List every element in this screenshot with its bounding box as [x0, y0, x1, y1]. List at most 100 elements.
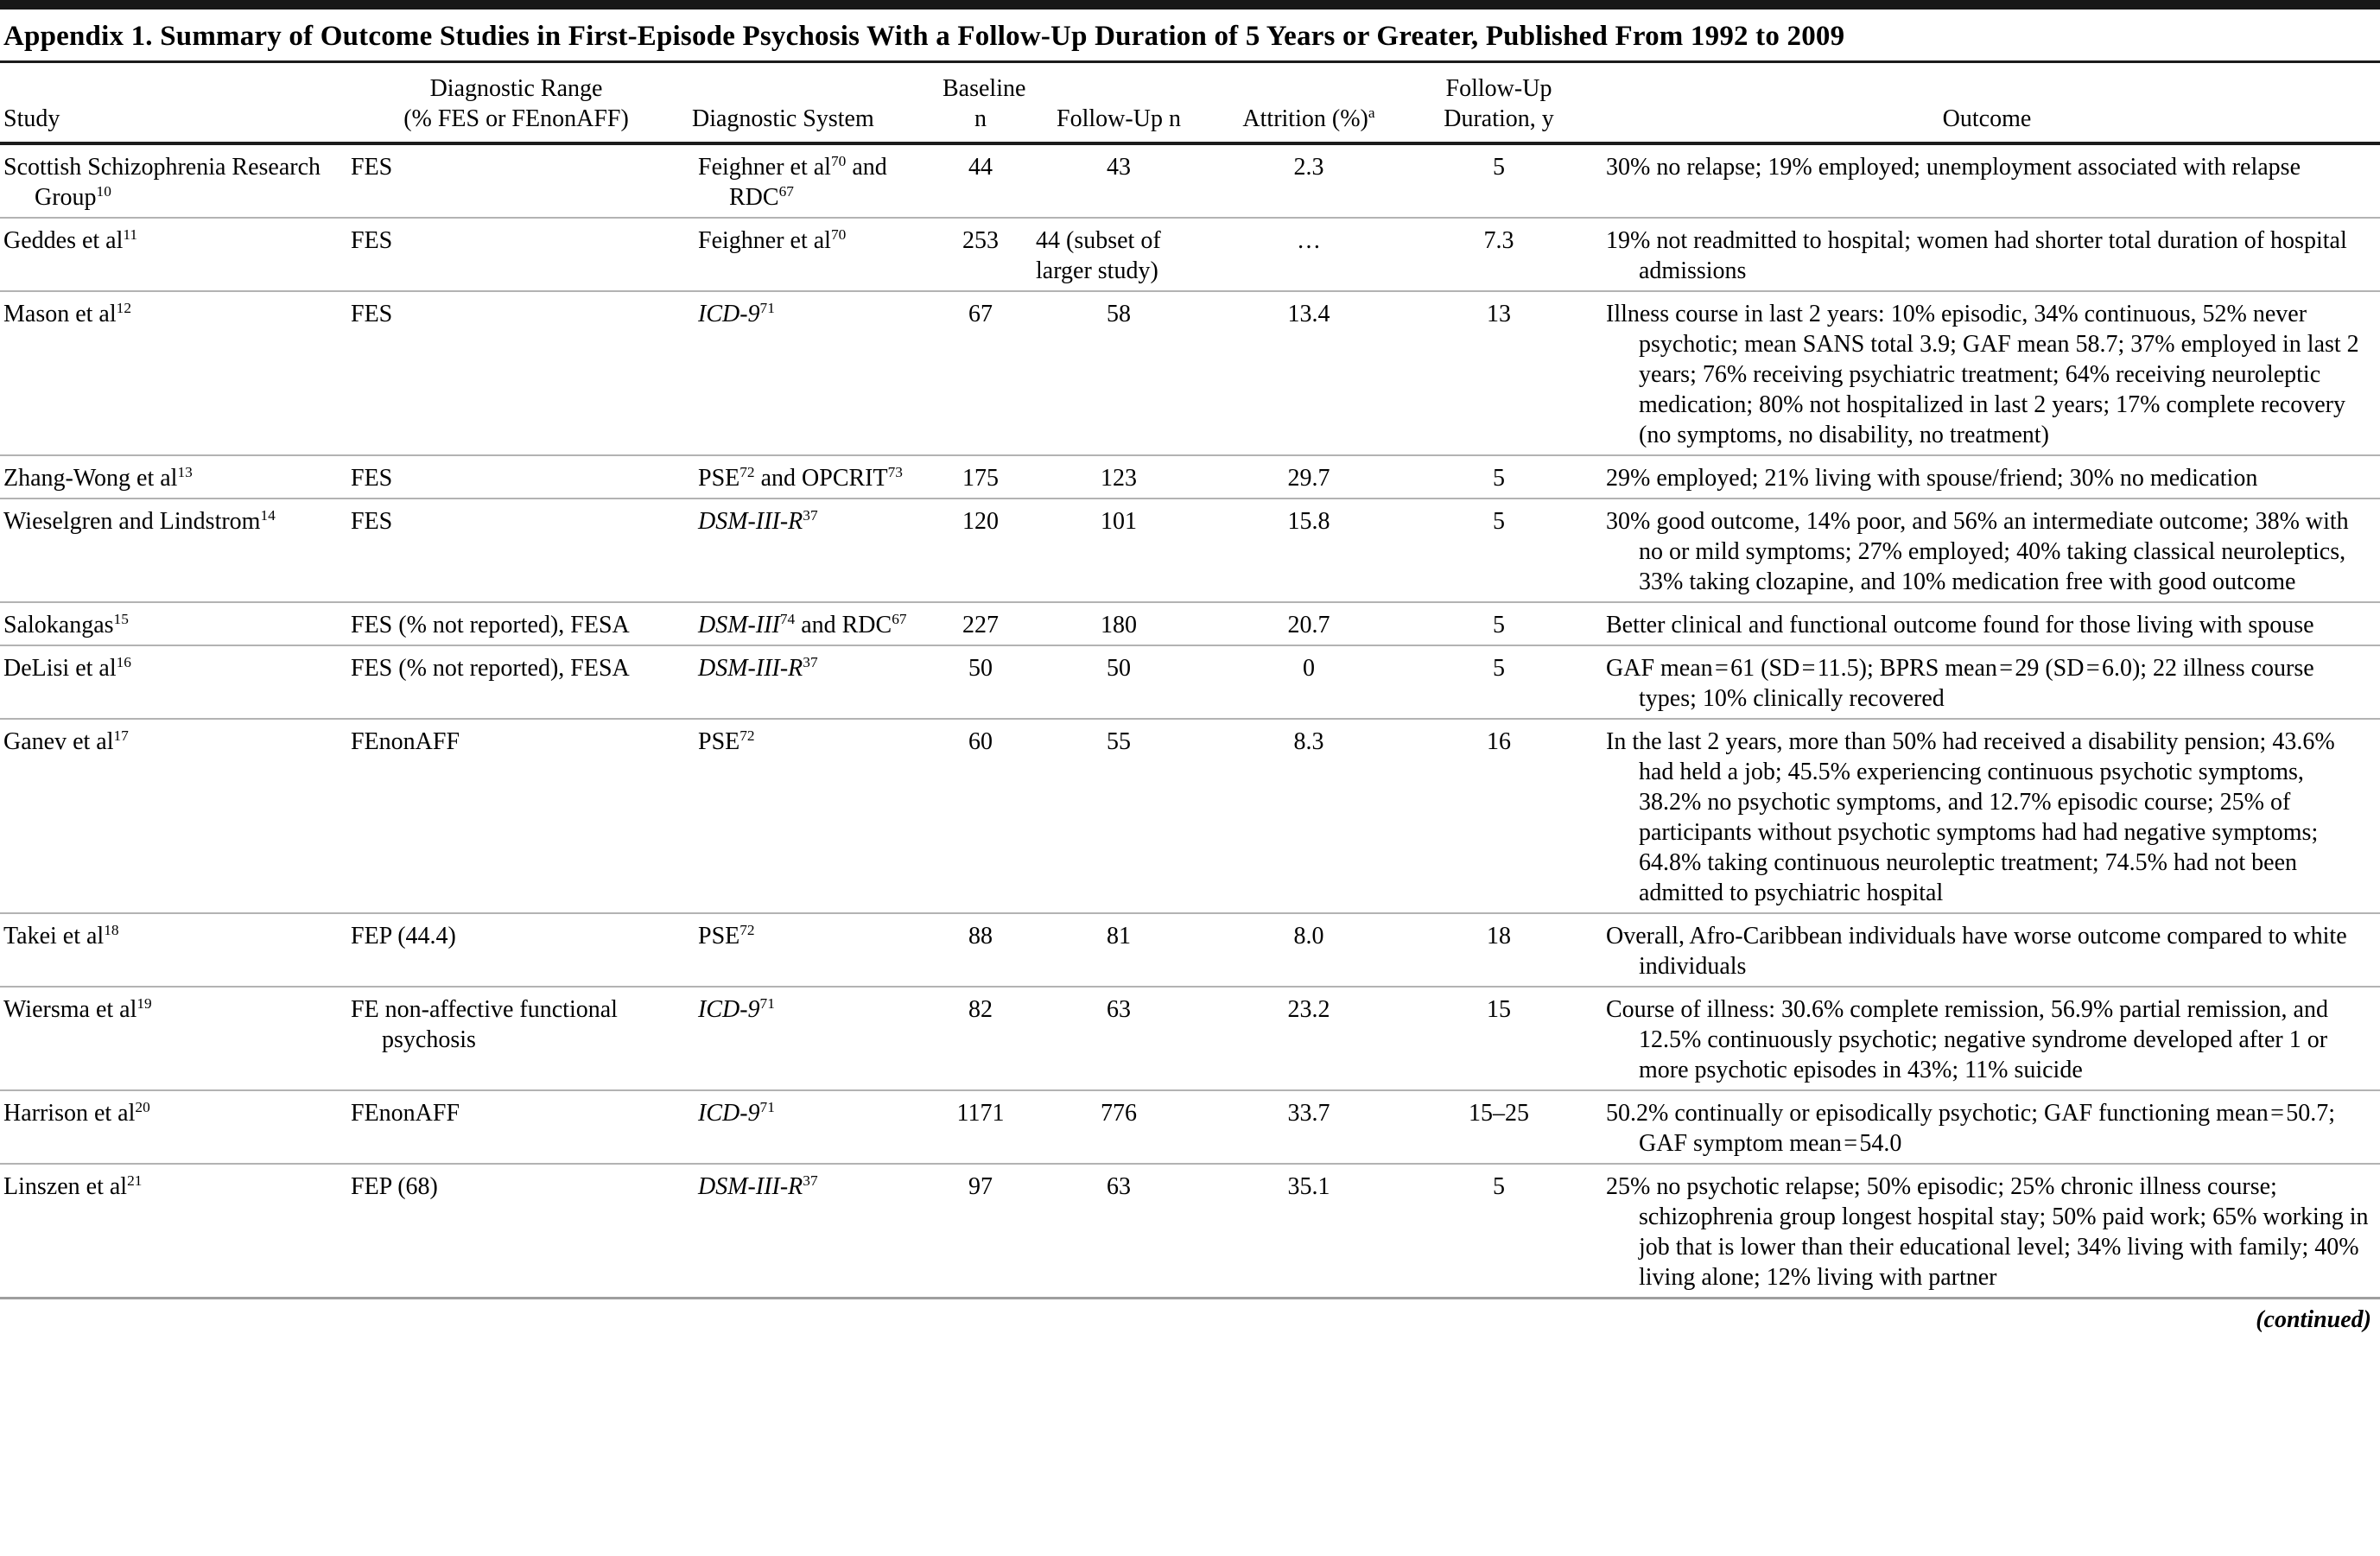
title-block: Appendix 1. Summary of Outcome Studies i… [0, 10, 2380, 63]
diagnostic-range-cell: FES [346, 218, 687, 292]
diagnostic-system-cell: PSE72 and OPCRIT73 [687, 455, 937, 499]
study-cell: Linszen et al21 [0, 1164, 346, 1299]
header-line: Diagnostic System [692, 105, 874, 132]
header-row: Study Diagnostic Range (% FES or FEnonAF… [0, 63, 2380, 145]
baseline-n-cell: 88 [937, 913, 1024, 988]
header-diagnostic-system: Diagnostic System [687, 63, 937, 145]
outcome-cell: 30% good outcome, 14% poor, and 56% an i… [1594, 499, 2380, 603]
header-followup-duration: Follow-Up Duration, y [1404, 63, 1594, 145]
diagnostic-range-cell: FES [346, 291, 687, 456]
diagnostic-system-cell: ICD-971 [687, 291, 937, 456]
table-row: DeLisi et al16 FES (% not reported), FES… [0, 645, 2380, 720]
header-outcome: Outcome [1594, 63, 2380, 145]
attrition-cell: 33.7 [1214, 1090, 1404, 1165]
attrition-cell: 8.0 [1214, 913, 1404, 988]
diagnostic-system-cell: Feighner et al70 and RDC67 [687, 143, 937, 219]
header-line: n [974, 105, 987, 132]
outcome-cell: 29% employed; 21% living with spouse/fri… [1594, 455, 2380, 499]
top-rule-bar [0, 0, 2380, 10]
duration-cell: 18 [1404, 913, 1594, 988]
baseline-n-cell: 120 [937, 499, 1024, 603]
duration-cell: 15 [1404, 987, 1594, 1091]
diagnostic-system-cell: DSM-III-R37 [687, 645, 937, 720]
duration-cell: 5 [1404, 645, 1594, 720]
attrition-cell: … [1214, 218, 1404, 292]
table-row: Ganev et al17 FEnonAFF PSE72 60 55 8.3 1… [0, 719, 2380, 914]
outcome-cell: Better clinical and functional outcome f… [1594, 602, 2380, 646]
baseline-n-cell: 44 [937, 143, 1024, 219]
followup-n-cell: 43 [1024, 143, 1214, 219]
baseline-n-cell: 227 [937, 602, 1024, 646]
table-row: Salokangas15 FES (% not reported), FESA … [0, 602, 2380, 646]
followup-n-cell: 81 [1024, 913, 1214, 988]
diagnostic-system-cell: ICD-971 [687, 1090, 937, 1165]
study-cell: Harrison et al20 [0, 1090, 346, 1165]
study-cell: Mason et al12 [0, 291, 346, 456]
outcome-cell: 19% not readmitted to hospital; women ha… [1594, 218, 2380, 292]
diagnostic-range-cell: FES [346, 455, 687, 499]
baseline-n-cell: 82 [937, 987, 1024, 1091]
continued-note: (continued) [2256, 1306, 2371, 1333]
attrition-cell: 23.2 [1214, 987, 1404, 1091]
outcome-cell: Illness course in last 2 years: 10% epis… [1594, 291, 2380, 456]
header-diagnostic-range: Diagnostic Range (% FES or FEnonAFF) [346, 63, 687, 145]
baseline-n-cell: 253 [937, 218, 1024, 292]
table-row: Geddes et al11 FES Feighner et al70 253 … [0, 218, 2380, 292]
study-cell: DeLisi et al16 [0, 645, 346, 720]
diagnostic-system-cell: PSE72 [687, 913, 937, 988]
table-row: Harrison et al20 FEnonAFF ICD-971 1171 7… [0, 1090, 2380, 1165]
duration-cell: 15–25 [1404, 1090, 1594, 1165]
outcome-studies-table: Study Diagnostic Range (% FES or FEnonAF… [0, 63, 2380, 1299]
diagnostic-system-cell: PSE72 [687, 719, 937, 914]
diagnostic-range-cell: FEnonAFF [346, 1090, 687, 1165]
diagnostic-range-cell: FEnonAFF [346, 719, 687, 914]
followup-n-cell: 63 [1024, 1164, 1214, 1299]
duration-cell: 16 [1404, 719, 1594, 914]
table-row: Scottish Schizophrenia Research Group10 … [0, 143, 2380, 219]
header-baseline-n: Baseline n [937, 63, 1026, 145]
header-line: Baseline [942, 75, 1026, 102]
diagnostic-range-cell: FE non-affective functional psychosis [346, 987, 687, 1091]
diagnostic-range-cell: FEP (44.4) [346, 913, 687, 988]
followup-n-cell: 101 [1024, 499, 1214, 603]
outcome-cell: 50.2% continually or episodically psycho… [1594, 1090, 2380, 1165]
outcome-cell: 25% no psychotic relapse; 50% episodic; … [1594, 1164, 2380, 1299]
study-cell: Ganev et al17 [0, 719, 346, 914]
header-line: Attrition (%)a [1242, 105, 1375, 132]
study-cell: Wieselgren and Lindstrom14 [0, 499, 346, 603]
attrition-cell: 8.3 [1214, 719, 1404, 914]
duration-cell: 5 [1404, 499, 1594, 603]
outcome-cell: GAF mean = 61 (SD = 11.5); BPRS mean = 2… [1594, 645, 2380, 720]
table-row: Wiersma et al19 FE non-affective functio… [0, 987, 2380, 1091]
followup-n-cell: 63 [1024, 987, 1214, 1091]
table-body: Scottish Schizophrenia Research Group10 … [0, 143, 2380, 1299]
followup-n-cell: 44 (subset of larger study) [1024, 218, 1214, 292]
followup-n-cell: 50 [1024, 645, 1214, 720]
baseline-n-cell: 1171 [937, 1090, 1024, 1165]
diagnostic-range-cell: FEP (68) [346, 1164, 687, 1299]
diagnostic-range-cell: FES (% not reported), FESA [346, 602, 687, 646]
diagnostic-range-cell: FES (% not reported), FESA [346, 645, 687, 720]
table-row: Zhang-Wong et al13 FES PSE72 and OPCRIT7… [0, 455, 2380, 499]
diagnostic-range-cell: FES [346, 143, 687, 219]
diagnostic-system-cell: Feighner et al70 [687, 218, 937, 292]
duration-cell: 5 [1404, 455, 1594, 499]
table-row: Wieselgren and Lindstrom14 FES DSM-III-R… [0, 499, 2380, 603]
page-title: Appendix 1. Summary of Outcome Studies i… [3, 21, 1845, 52]
header-line: Outcome [1942, 105, 2032, 132]
study-cell: Scottish Schizophrenia Research Group10 [0, 143, 346, 219]
table-header: Study Diagnostic Range (% FES or FEnonAF… [0, 63, 2380, 145]
diagnostic-system-cell: DSM-III-R37 [687, 1164, 937, 1299]
attrition-cell: 35.1 [1214, 1164, 1404, 1299]
followup-n-cell: 776 [1024, 1090, 1214, 1165]
header-line: (% FES or FEnonAFF) [403, 105, 629, 132]
outcome-cell: Overall, Afro-Caribbean individuals have… [1594, 913, 2380, 988]
header-line: Duration, y [1444, 105, 1554, 132]
followup-n-cell: 58 [1024, 291, 1214, 456]
duration-cell: 13 [1404, 291, 1594, 456]
study-cell: Takei et al18 [0, 913, 346, 988]
study-cell: Wiersma et al19 [0, 987, 346, 1091]
header-line: Study [3, 105, 60, 132]
table-row: Mason et al12 FES ICD-971 67 58 13.4 13 … [0, 291, 2380, 456]
